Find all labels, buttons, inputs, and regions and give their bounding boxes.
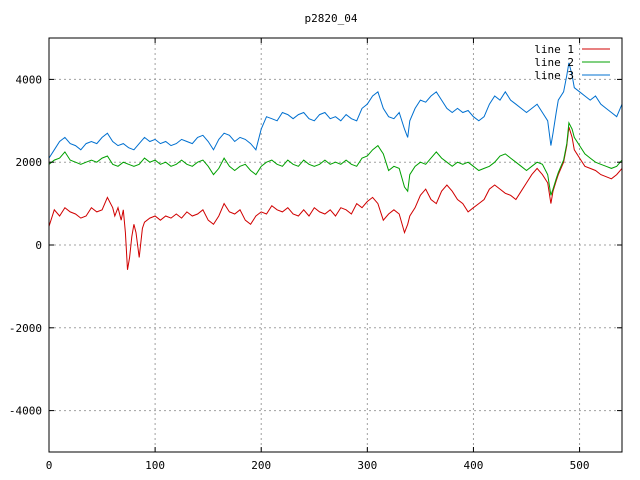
legend-label: line 3 bbox=[534, 69, 574, 82]
series-line-3 bbox=[48, 62, 623, 159]
y-tick-label: -4000 bbox=[9, 405, 42, 418]
y-tick-label: -2000 bbox=[9, 322, 42, 335]
chart-title: p2820_04 bbox=[305, 12, 358, 25]
plot-frame bbox=[48, 37, 623, 453]
series-line-1 bbox=[48, 126, 623, 270]
y-tick-label: 4000 bbox=[16, 73, 43, 86]
axis-ticks: 0 100 200 300 400 500 -4000 -2000 0 2000 4000 bbox=[9, 38, 622, 472]
y-tick-label: 2000 bbox=[16, 156, 43, 169]
grid bbox=[49, 38, 622, 452]
x-tick-label: 100 bbox=[145, 459, 165, 472]
y-tick-label: 0 bbox=[35, 239, 42, 252]
x-tick-label: 500 bbox=[570, 459, 590, 472]
legend-label: line 2 bbox=[534, 56, 574, 69]
series-line-2 bbox=[48, 121, 623, 196]
x-tick-label: 400 bbox=[464, 459, 484, 472]
legend-label: line 1 bbox=[534, 43, 574, 56]
plot-area bbox=[48, 62, 623, 270]
x-tick-label: 200 bbox=[251, 459, 271, 472]
x-tick-label: 300 bbox=[357, 459, 377, 472]
x-tick-label: 0 bbox=[46, 459, 53, 472]
